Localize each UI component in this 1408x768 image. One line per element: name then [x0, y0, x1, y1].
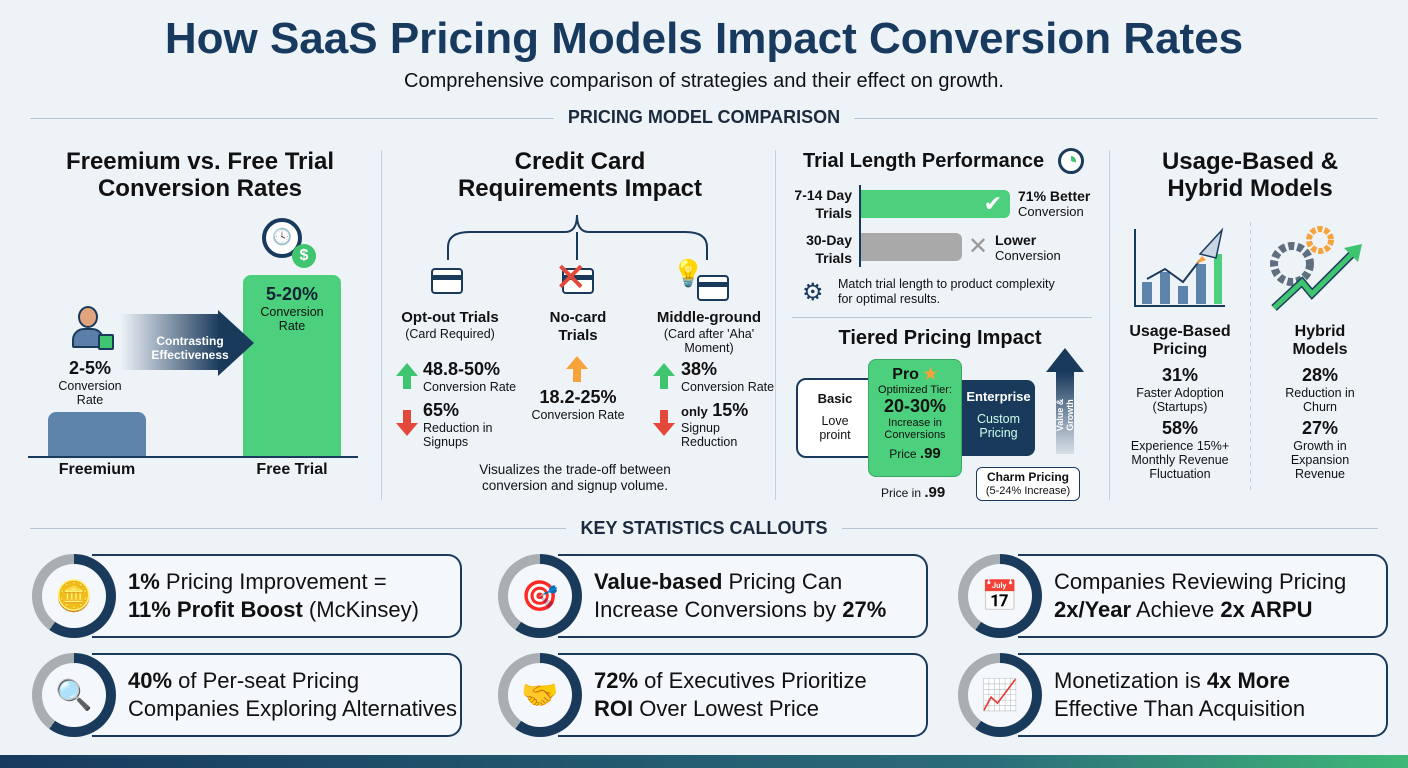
x-label-free-trial: Free Trial — [256, 461, 328, 478]
credit-card-icon — [697, 275, 729, 301]
freemium-value: 2-5% — [68, 358, 112, 378]
subtitle: Comprehensive comparison of strategies a… — [404, 70, 1004, 92]
tiered-title: Tiered Pricing Impact — [838, 327, 1042, 349]
rocket-growth-chart-icon — [1134, 227, 1225, 307]
star-icon: ★ — [923, 366, 938, 383]
page-title: How SaaS Pricing Models Impact Conversio… — [164, 14, 1244, 63]
magnifier-icon: 🔍 — [42, 663, 106, 727]
usage-title: Usage-Based & Hybrid Models — [1161, 148, 1339, 202]
x-icon: ✕ — [968, 233, 989, 260]
contrast-arrow — [120, 314, 220, 370]
trial-bar-30 — [861, 233, 962, 261]
free-trial-bar — [243, 275, 341, 456]
tier-pro: Pro ★ Optimized Tier: 20-30% Increase in… — [868, 359, 962, 477]
callout-pricing-improvement: 🪙 1% Pricing Improvement = 11% Profit Boos… — [32, 554, 462, 638]
freemium-title: Freemium vs. Free Trial Conversion Rates — [65, 148, 335, 202]
callout-per-seat: 🔍 40% of Per-seat Pricing Companies Explor… — [32, 653, 462, 737]
up-arrow-icon — [653, 363, 675, 389]
down-arrow-icon — [653, 410, 675, 436]
dollar-icon: $ — [292, 244, 316, 268]
handshake-icon: 🤝 — [508, 663, 572, 727]
axis-line — [28, 456, 358, 458]
callout-value-based: 🎯 Value-based Pricing Can Increase Convers… — [498, 554, 928, 638]
tier-enterprise: Enterprise Custom Pricing — [962, 380, 1035, 456]
growth-chart-icon: 📈 — [968, 663, 1032, 727]
credit-title: Credit Card Requirements Impact — [457, 148, 703, 202]
callout-reviewing-pricing: 📅 Companies Reviewing Pricing 2x/Year Achi… — [958, 554, 1388, 638]
gear-icon: ⚙ — [802, 279, 824, 306]
footer-bar — [0, 755, 1408, 768]
calendar-icon: 📅 — [968, 564, 1032, 628]
coins-icon: 🪙 — [42, 564, 106, 628]
callout-monetization: 📈 Monetization is 4x More Effective Than A… — [958, 653, 1388, 737]
charm-pricing-tag: Charm Pricing (5-24% Increase) — [976, 467, 1080, 501]
freemium-bar — [48, 412, 146, 456]
no-card-icon — [562, 268, 594, 294]
target-icon: 🎯 — [508, 564, 572, 628]
credit-note: Visualizes the trade-off between conversi… — [479, 462, 671, 493]
down-arrow-icon — [396, 410, 418, 436]
credit-card-icon — [431, 268, 463, 294]
section-heading: KEY STATISTICS CALLOUTS — [566, 518, 842, 538]
gear-growth-icon — [1270, 226, 1362, 311]
user-lock-icon — [72, 306, 114, 352]
trial-title: Trial Length Performance — [803, 150, 1045, 172]
up-arrow-icon — [396, 363, 418, 389]
growth-arrow — [1046, 348, 1084, 372]
trial-bar-7-14: ✔ — [861, 190, 1010, 218]
bracket — [447, 214, 708, 260]
section-heading: PRICING MODEL COMPARISON — [553, 107, 855, 127]
stopwatch-icon — [1058, 148, 1084, 174]
x-label-freemium: Freemium — [58, 461, 136, 478]
up-arrow-icon — [566, 356, 588, 382]
free-trial-value: 5-20% — [265, 284, 319, 304]
callout-executives-roi: 🤝 72% of Executives Prioritize ROI Over Lo… — [498, 653, 928, 737]
tier-basic: Basic Love proint — [796, 378, 874, 458]
